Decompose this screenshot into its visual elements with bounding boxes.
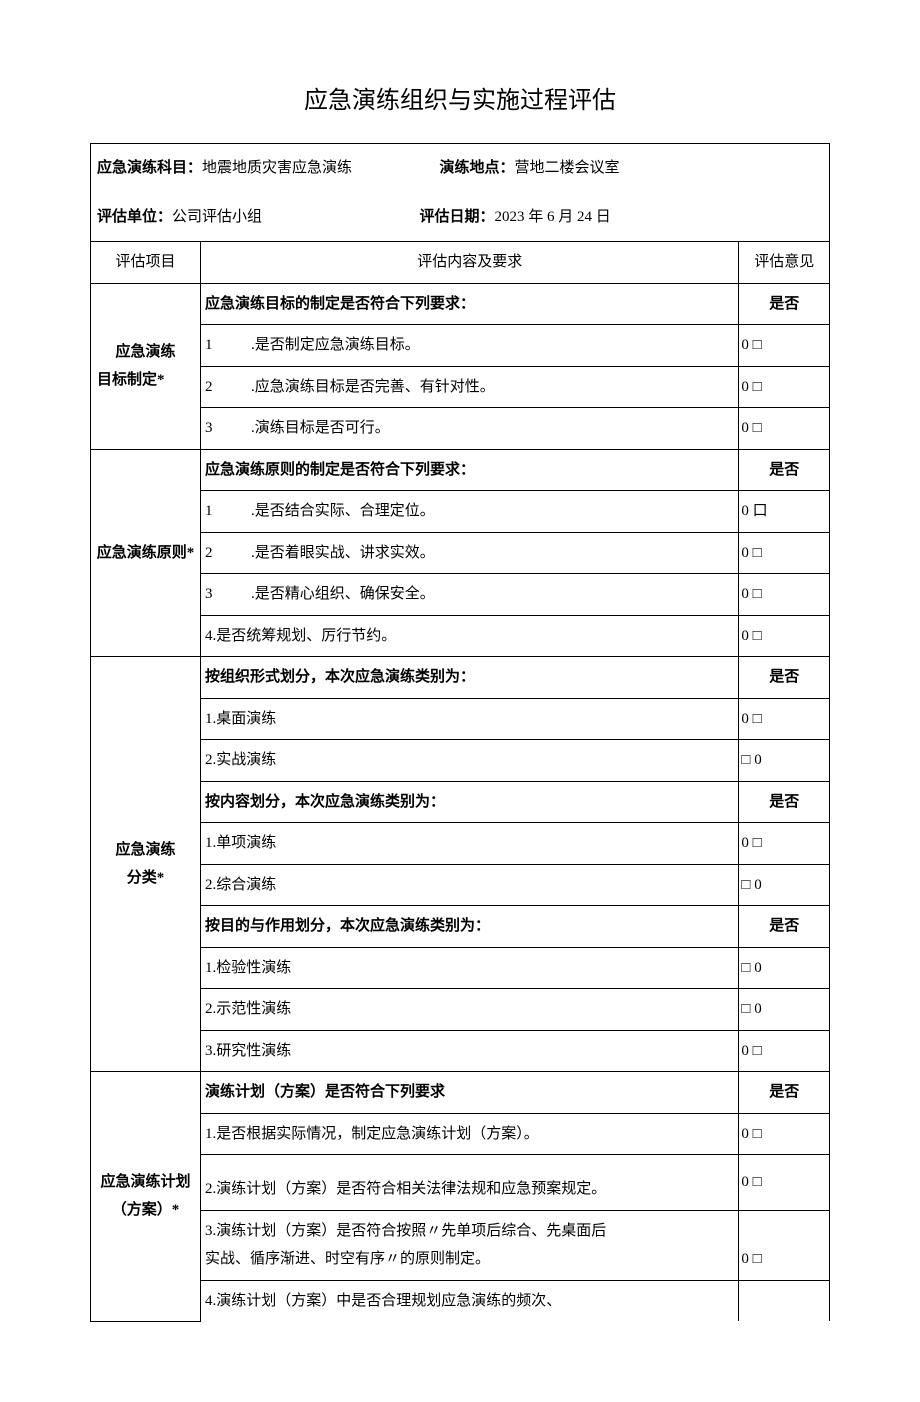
s2-r3-text: .是否精心组织、确保安全。 bbox=[251, 586, 435, 602]
s4-r3a: 3.演练计划（方案）是否符合按照〃先单项后综合、先桌面后 bbox=[205, 1217, 734, 1246]
s1-name: 应急演练 目标制定* bbox=[91, 283, 201, 449]
evaluation-table: 应急演练科目：地震地质灾害应急演练 演练地点：营地二楼会议室 评估单位：公司评估… bbox=[90, 143, 830, 1322]
s4-name: 应急演练计划 （方案）* bbox=[91, 1072, 201, 1322]
s1-r1-text: .是否制定应急演练目标。 bbox=[251, 337, 420, 353]
s1-r2: 2.应急演练目标是否完善、有针对性。 bbox=[201, 366, 739, 408]
s2-r3: 3.是否精心组织、确保安全。 bbox=[201, 574, 739, 616]
s3-o6[interactable]: □ 0 bbox=[739, 989, 830, 1031]
s1-r1: 1.是否制定应急演练目标。 bbox=[201, 325, 739, 367]
s3-yesno2: 是否 bbox=[739, 781, 830, 823]
s2-name: 应急演练原则* bbox=[91, 449, 201, 657]
s4-o1[interactable]: 0 □ bbox=[739, 1113, 830, 1155]
s1-r3: 3.演练目标是否可行。 bbox=[201, 408, 739, 450]
s2-r2: 2.是否着眼实战、讲求实效。 bbox=[201, 532, 739, 574]
s4-name-l1: 应急演练计划 bbox=[95, 1168, 196, 1197]
s3-h2: 按内容划分，本次应急演练类别为： bbox=[201, 781, 739, 823]
s1-name-l2: 目标制定* bbox=[95, 366, 196, 395]
date-value: 2023 年 6 月 24 日 bbox=[495, 209, 611, 225]
s2-heading: 应急演练原则的制定是否符合下列要求： bbox=[201, 449, 739, 491]
col-content: 评估内容及要求 bbox=[201, 242, 739, 284]
s4-r1: 1.是否根据实际情况，制定应急演练计划（方案）。 bbox=[201, 1113, 739, 1155]
s2-yesno: 是否 bbox=[739, 449, 830, 491]
s2-r4: 4.是否统筹规划、厉行节约。 bbox=[201, 615, 739, 657]
date-label: 评估日期： bbox=[420, 209, 495, 225]
s1-o3[interactable]: 0 □ bbox=[739, 408, 830, 450]
s3-r5: 1.检验性演练 bbox=[201, 947, 739, 989]
s1-o2[interactable]: 0 □ bbox=[739, 366, 830, 408]
header-line-2: 评估单位：公司评估小组 评估日期：2023 年 6 月 24 日 bbox=[91, 193, 830, 242]
s3-o2[interactable]: □ 0 bbox=[739, 740, 830, 782]
header-line-1: 应急演练科目：地震地质灾害应急演练 演练地点：营地二楼会议室 bbox=[91, 144, 830, 193]
s4-r2: 2.演练计划（方案）是否符合相关法律法规和应急预案规定。 bbox=[201, 1155, 739, 1211]
s4-yesno: 是否 bbox=[739, 1072, 830, 1114]
location-value: 营地二楼会议室 bbox=[515, 160, 620, 176]
s3-o1[interactable]: 0 □ bbox=[739, 698, 830, 740]
s3-r3: 1.单项演练 bbox=[201, 823, 739, 865]
s4-r3b: 实战、循序渐进、时空有序〃的原则制定。 bbox=[205, 1245, 734, 1274]
s3-name-l2: 分类* bbox=[95, 864, 196, 893]
s3-h3: 按目的与作用划分，本次应急演练类别为： bbox=[201, 906, 739, 948]
subject-label: 应急演练科目： bbox=[97, 160, 202, 176]
s2-o4[interactable]: 0 □ bbox=[739, 615, 830, 657]
s3-h1: 按组织形式划分，本次应急演练类别为： bbox=[201, 657, 739, 699]
s1-o1[interactable]: 0 □ bbox=[739, 325, 830, 367]
s3-name: 应急演练 分类* bbox=[91, 657, 201, 1072]
s1-name-l1: 应急演练 bbox=[95, 338, 196, 367]
s3-yesno3: 是否 bbox=[739, 906, 830, 948]
s3-o7[interactable]: 0 □ bbox=[739, 1030, 830, 1072]
s3-r1: 1.桌面演练 bbox=[201, 698, 739, 740]
page-title: 应急演练组织与实施过程评估 bbox=[90, 80, 830, 115]
s2-o2[interactable]: 0 □ bbox=[739, 532, 830, 574]
unit-label: 评估单位： bbox=[97, 209, 172, 225]
s2-o3[interactable]: 0 □ bbox=[739, 574, 830, 616]
col-opinion: 评估意见 bbox=[739, 242, 830, 284]
s3-o5[interactable]: □ 0 bbox=[739, 947, 830, 989]
s3-yesno1: 是否 bbox=[739, 657, 830, 699]
s3-r4: 2.综合演练 bbox=[201, 864, 739, 906]
col-item: 评估项目 bbox=[91, 242, 201, 284]
s1-yesno: 是否 bbox=[739, 283, 830, 325]
s4-o2[interactable]: 0 □ bbox=[739, 1155, 830, 1211]
s1-r2-text: .应急演练目标是否完善、有针对性。 bbox=[251, 379, 495, 395]
s2-r1-text: .是否结合实际、合理定位。 bbox=[251, 503, 435, 519]
s3-name-l1: 应急演练 bbox=[95, 836, 196, 865]
s3-r7: 3.研究性演练 bbox=[201, 1030, 739, 1072]
s2-o1[interactable]: 0 口 bbox=[739, 491, 830, 533]
s3-o3[interactable]: 0 □ bbox=[739, 823, 830, 865]
subject-value: 地震地质灾害应急演练 bbox=[202, 160, 352, 176]
s1-r3-text: .演练目标是否可行。 bbox=[251, 420, 390, 436]
s4-name-l2: （方案）* bbox=[95, 1196, 196, 1225]
s4-r3: 3.演练计划（方案）是否符合按照〃先单项后综合、先桌面后 实战、循序渐进、时空有… bbox=[201, 1210, 739, 1280]
s4-o3[interactable]: 0 □ bbox=[739, 1210, 830, 1280]
s2-r2-text: .是否着眼实战、讲求实效。 bbox=[251, 545, 435, 561]
s3-o4[interactable]: □ 0 bbox=[739, 864, 830, 906]
s4-heading: 演练计划（方案）是否符合下列要求 bbox=[201, 1072, 739, 1114]
unit-value: 公司评估小组 bbox=[172, 209, 262, 225]
s3-r6: 2.示范性演练 bbox=[201, 989, 739, 1031]
location-label: 演练地点： bbox=[440, 160, 515, 176]
s3-r2: 2.实战演练 bbox=[201, 740, 739, 782]
s2-r1: 1.是否结合实际、合理定位。 bbox=[201, 491, 739, 533]
s1-heading: 应急演练目标的制定是否符合下列要求： bbox=[201, 283, 739, 325]
